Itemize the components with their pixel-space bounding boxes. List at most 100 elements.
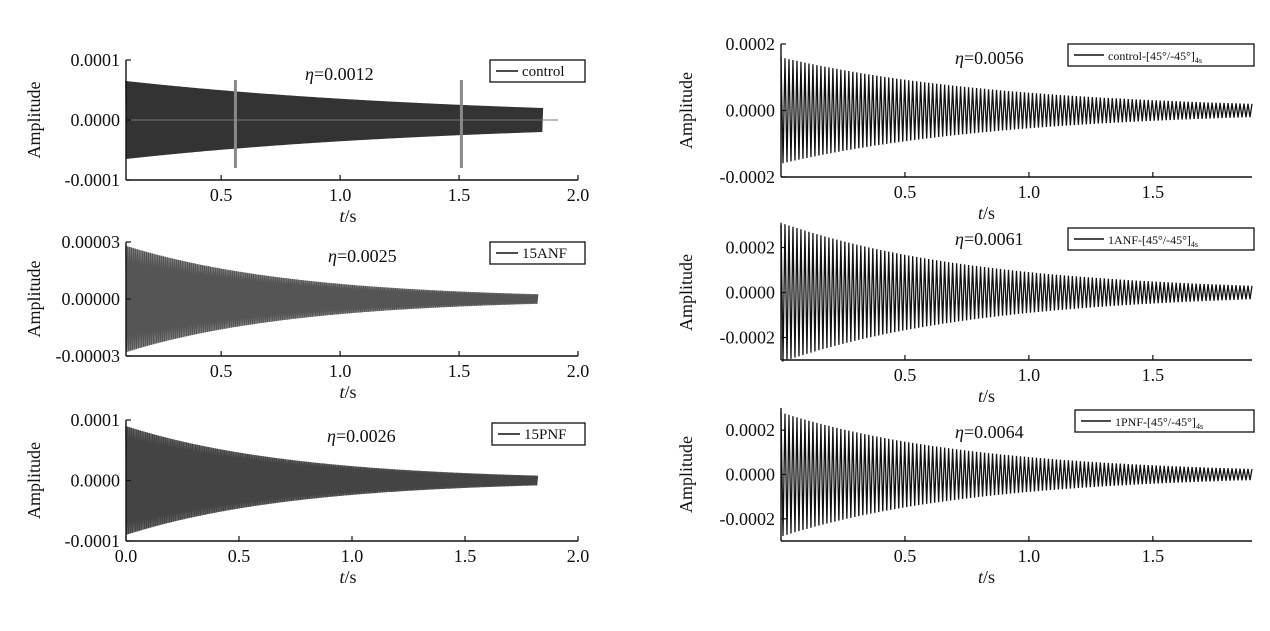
eta-annotation: η=0.0026 xyxy=(327,426,396,446)
legend: 1PNF-[45°/-45°]4s xyxy=(1074,409,1255,433)
legend-label: control xyxy=(522,64,565,80)
x-tick-label: 2.0 xyxy=(567,546,590,566)
x-tick-label: 2.0 xyxy=(567,361,590,381)
panel-right-middle: 0.5 1.0 1.5 0.0002 0.0000 -0.0002 Amplitude t/s… xyxy=(676,222,1255,406)
panel-left-top: 0.5 1.0 1.5 2.0 0.0001 0.0000 -0.0001 Amplitude… xyxy=(24,50,589,226)
x-tick-label: 2.0 xyxy=(567,185,590,205)
y-tick-label: 0.0001 xyxy=(71,50,121,70)
x-tick-label: 0.5 xyxy=(894,182,917,202)
eta-value: =0.0025 xyxy=(337,246,397,266)
y-tick-label: -0.0002 xyxy=(720,509,776,529)
x-axis-var: t xyxy=(339,567,345,587)
legend-label: 1ANF-[45°/-45°]4s xyxy=(1108,233,1198,249)
legend-label: 1PNF-[45°/-45°]4s xyxy=(1115,415,1203,431)
x-axis-var: t xyxy=(978,203,984,223)
signal-line xyxy=(780,412,1253,536)
eta-annotation: η=0.0056 xyxy=(955,48,1024,68)
eta-value: =0.0061 xyxy=(964,229,1024,249)
y-tick-label: 0.0000 xyxy=(71,471,121,491)
eta-symbol: η xyxy=(955,229,964,249)
y-axis-title: Amplitude xyxy=(24,81,44,158)
x-tick-label: 1.0 xyxy=(1018,182,1041,202)
eta-value: =0.0064 xyxy=(964,422,1024,442)
signal-line xyxy=(125,80,544,159)
y-tick-label: 0.00000 xyxy=(62,289,121,309)
panel-left-middle: 0.5 1.0 1.5 2.0 0.00003 0.00000 -0.00003 Amplit… xyxy=(24,232,589,402)
legend-label-sub: 4s xyxy=(1191,240,1198,249)
y-axis-title: Amplitude xyxy=(24,260,44,337)
x-axis-title: t/s xyxy=(339,206,356,226)
legend-box xyxy=(489,59,586,83)
y-tick-label: 0.0002 xyxy=(726,238,776,258)
x-axis-unit: /s xyxy=(345,206,357,226)
y-axis-title: Amplitude xyxy=(676,254,696,331)
legend: 15ANF xyxy=(489,241,586,265)
legend-label-main: 15PNF xyxy=(524,427,567,443)
y-tick-label: 0.0000 xyxy=(726,465,776,485)
legend-label-main: control xyxy=(522,64,565,80)
legend-label: 15PNF xyxy=(524,427,567,443)
eta-symbol: η xyxy=(955,422,964,442)
x-axis-unit: /s xyxy=(983,567,995,587)
y-tick-label: -0.0002 xyxy=(720,167,776,187)
panel-right-top: 0.5 1.0 1.5 0.0002 0.0000 -0.0002 Amplitude t/s… xyxy=(676,34,1255,223)
y-tick-label: 0.0000 xyxy=(726,101,776,121)
legend-box xyxy=(1067,227,1255,251)
y-axis-title: Amplitude xyxy=(676,72,696,149)
legend-box xyxy=(489,241,586,265)
y-tick-label: 0.0000 xyxy=(726,283,776,303)
x-tick-label: 0.0 xyxy=(115,546,138,566)
legend-box xyxy=(491,422,586,446)
x-axis-title: t/s xyxy=(978,567,995,587)
x-tick-label: 1.5 xyxy=(454,546,477,566)
legend-label-sub: 4s xyxy=(1195,56,1202,65)
signal-line xyxy=(780,222,1253,362)
eta-annotation: η=0.0064 xyxy=(955,422,1024,442)
y-tick-label: 0.0001 xyxy=(71,410,121,430)
eta-symbol: η xyxy=(955,48,964,68)
legend-label: 15ANF xyxy=(522,246,567,262)
y-tick-label: -0.00003 xyxy=(56,346,121,366)
y-tick-label: -0.0001 xyxy=(65,531,121,551)
legend: 1ANF-[45°/-45°]4s xyxy=(1067,227,1255,251)
x-axis-unit: /s xyxy=(983,386,995,406)
x-axis-var: t xyxy=(978,567,984,587)
legend-label-main: control-[45°/-45°] xyxy=(1108,49,1195,63)
x-tick-label: 0.5 xyxy=(894,546,917,566)
y-axis-title: Amplitude xyxy=(676,436,696,513)
x-tick-label: 1.0 xyxy=(329,361,352,381)
y-tick-label: -0.0001 xyxy=(65,170,121,190)
legend-label: control-[45°/-45°]4s xyxy=(1108,49,1202,65)
x-axis-var: t xyxy=(339,206,345,226)
panel-left-bottom: 0.0 0.5 1.0 1.5 2.0 0.0001 0.0000 -0.0001 Amplit… xyxy=(24,410,589,587)
x-tick-label: 1.5 xyxy=(1142,365,1165,385)
x-tick-label: 0.5 xyxy=(894,365,917,385)
eta-annotation: η=0.0025 xyxy=(328,246,397,266)
eta-annotation: η=0.0061 xyxy=(955,229,1024,249)
eta-value: =0.0026 xyxy=(336,426,396,446)
x-tick-label: 1.0 xyxy=(1018,365,1041,385)
eta-symbol: η xyxy=(305,64,314,84)
y-tick-label: 0.0002 xyxy=(726,420,776,440)
eta-annotation: η=0.0012 xyxy=(305,64,374,84)
x-tick-label: 0.5 xyxy=(210,185,233,205)
signal-line xyxy=(125,426,539,535)
legend-label-main: 1ANF-[45°/-45°] xyxy=(1108,233,1191,247)
signal-line xyxy=(780,57,1253,164)
x-tick-label: 1.5 xyxy=(448,361,471,381)
x-axis-title: t/s xyxy=(978,203,995,223)
x-tick-label: 1.0 xyxy=(329,185,352,205)
legend-box xyxy=(1074,409,1255,433)
legend-box xyxy=(1067,43,1255,67)
x-axis-var: t xyxy=(339,382,345,402)
legend-label-main: 15ANF xyxy=(522,246,567,262)
legend: 15PNF xyxy=(491,422,586,446)
x-tick-label: 1.0 xyxy=(1018,546,1041,566)
eta-symbol: η xyxy=(328,246,337,266)
x-tick-label: 1.0 xyxy=(341,546,364,566)
x-axis-title: t/s xyxy=(339,567,356,587)
x-axis-var: t xyxy=(978,386,984,406)
x-tick-label: 1.5 xyxy=(448,185,471,205)
panel-right-bottom: 0.5 1.0 1.5 0.0002 0.0000 -0.0002 Amplitude t/s… xyxy=(676,408,1255,587)
